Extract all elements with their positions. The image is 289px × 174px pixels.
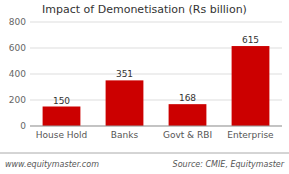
title: Impact of Demonetisation (Rs billion): [42, 3, 247, 16]
x-axis-line: [30, 126, 282, 127]
bars: [43, 46, 270, 126]
data-label: 168: [179, 93, 196, 103]
data-label: 351: [116, 69, 133, 79]
x-tick-label: Banks: [111, 130, 139, 140]
y-tick-label: 0: [20, 121, 26, 131]
data-label: 150: [53, 96, 70, 106]
footer-text: www.equitymaster.com: [5, 160, 99, 169]
y-tick-label: 800: [9, 17, 26, 27]
y-tick-label: 200: [9, 95, 26, 105]
grid-line: [30, 22, 282, 23]
bar: [169, 104, 207, 126]
footer-rule: [0, 153, 289, 154]
y-tick-label: 400: [9, 69, 26, 79]
x-tick-label: Enterprise: [227, 130, 274, 140]
chart-container: Impact of Demonetisation (Rs billion) 0 20…: [0, 0, 289, 174]
footer-text: Source: CMIE, Equitymaster: [173, 160, 285, 169]
y-tick-label: 600: [9, 43, 26, 53]
x-tick-label: Govt & RBI: [163, 130, 212, 140]
bar: [43, 107, 81, 127]
grid-line: [30, 126, 282, 127]
x-tick-label: House Hold: [36, 130, 88, 140]
bar: [232, 46, 270, 126]
chart-svg: Impact of Demonetisation (Rs billion) 0 20…: [0, 0, 289, 174]
grid: [30, 22, 282, 126]
bar: [106, 80, 144, 126]
data-label: 615: [242, 35, 259, 45]
page: {"chart_data": {"type": "bar", "title": …: [0, 0, 289, 174]
